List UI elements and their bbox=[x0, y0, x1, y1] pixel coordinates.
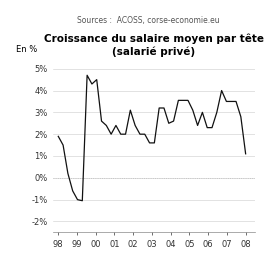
Text: En %: En % bbox=[16, 45, 38, 54]
Text: Sources :  ACOSS, corse-economie.eu: Sources : ACOSS, corse-economie.eu bbox=[77, 16, 220, 25]
Title: Croissance du salaire moyen par tête
(salarié privé): Croissance du salaire moyen par tête (sa… bbox=[44, 34, 264, 57]
